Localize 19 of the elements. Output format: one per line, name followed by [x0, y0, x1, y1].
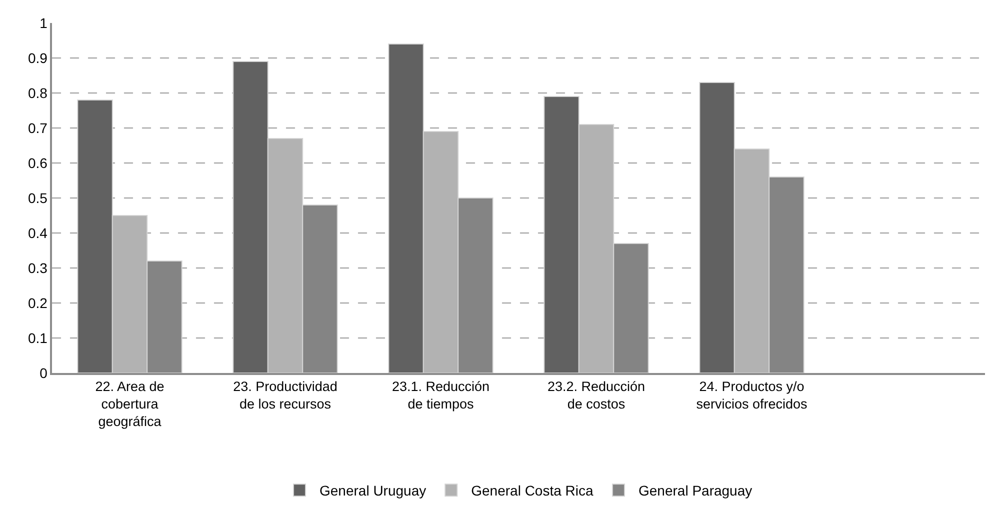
- y-tick-label: 1: [40, 14, 48, 31]
- y-tick-label: 0.5: [28, 190, 48, 206]
- y-tick-label: 0.6: [28, 154, 48, 171]
- x-tick-label: 23.2. Reducción de costos: [547, 378, 646, 412]
- y-tick-label: 0.8: [28, 84, 48, 101]
- legend-label: General Costa Rica: [471, 482, 594, 499]
- legend-label: General Uruguay: [320, 482, 426, 499]
- y-tick-label: 0.3: [28, 260, 48, 276]
- y-tick-label: 0: [40, 364, 48, 381]
- y-tick-label: 0.7: [28, 120, 48, 136]
- y-tick-label: 0.4: [28, 224, 48, 241]
- legend-label: General Paraguay: [638, 482, 752, 499]
- y-tick-label: 0.1: [28, 330, 48, 346]
- y-tick-label: 0.9: [28, 50, 48, 66]
- x-tick-label: 23.1. Reducción de tiempos: [392, 378, 490, 412]
- x-tick-label: 22. Area de cobertura geográfica: [95, 378, 164, 430]
- y-tick-label: 0.2: [28, 294, 48, 311]
- x-tick-label: 23. Productividad de los recursos: [233, 378, 338, 412]
- x-tick-label: 24. Productos y/o servicios ofrecidos: [696, 378, 808, 412]
